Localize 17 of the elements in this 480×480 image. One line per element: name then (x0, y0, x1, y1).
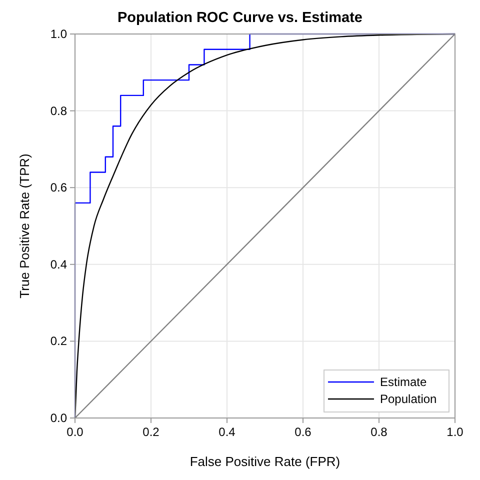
x-tick-label: 0.4 (218, 425, 236, 439)
y-tick-label: 0.6 (50, 180, 68, 195)
y-tick-label: 1.0 (50, 27, 68, 41)
y-tick-label: 0.0 (50, 411, 68, 425)
x-tick-label: 0.6 (294, 425, 312, 439)
x-tick-label: 0.8 (370, 425, 388, 439)
y-tick-label: 0.4 (50, 257, 68, 272)
y-tick-label: 0.8 (50, 104, 68, 118)
x-axis-title: False Positive Rate (FPR) (190, 454, 340, 469)
x-tick-label: 1.0 (446, 425, 464, 439)
legend-label: Population (380, 392, 437, 406)
chart-title: Population ROC Curve vs. Estimate (118, 10, 362, 26)
x-tick-label: 0.2 (142, 425, 160, 439)
y-tick-label: 0.2 (50, 334, 68, 348)
x-tick-label: 0.0 (66, 425, 84, 439)
legend-label: Estimate (380, 375, 428, 389)
y-axis-title: True Positive Rate (TPR) (17, 154, 32, 298)
